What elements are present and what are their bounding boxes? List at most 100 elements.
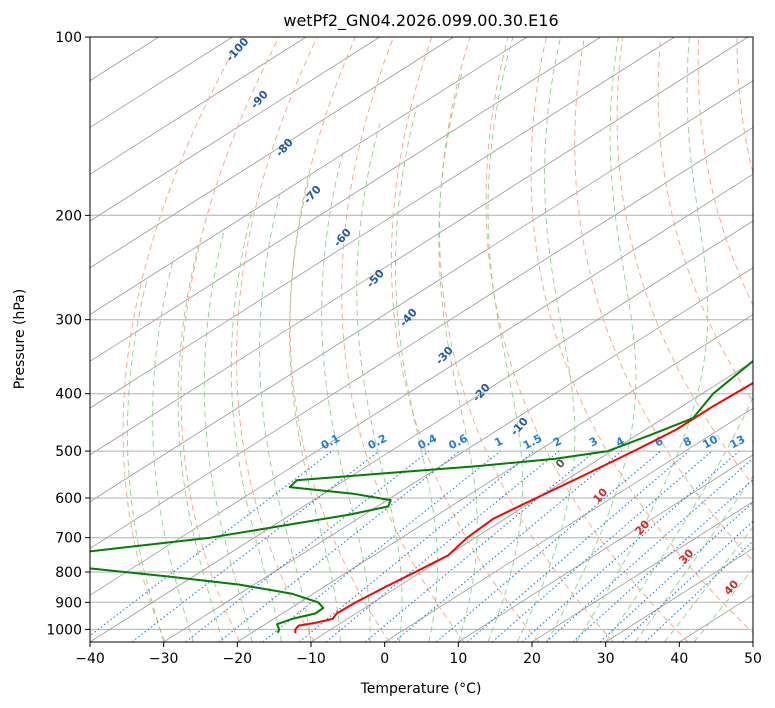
mixing-ratio-label: 2 — [551, 434, 564, 449]
moist-adiabat-label: 10 — [590, 485, 610, 505]
isotherm-line — [752, 641, 753, 642]
isotherm-line — [384, 407, 753, 642]
isotherm-line — [90, 220, 753, 642]
isotherm-line — [531, 501, 753, 642]
x-axis: −40 −30 −20 −10 0 10 20 30 40 50 — [75, 642, 762, 667]
dry-adiabat — [236, 37, 318, 642]
x-tick-label: −10 — [296, 651, 326, 667]
dry-adiabat-label: -70 — [301, 183, 324, 207]
y-tick-label: 700 — [55, 531, 82, 547]
dry-adiabat — [180, 37, 280, 642]
y-tick-label: 300 — [55, 313, 82, 329]
isotherm-line — [90, 126, 753, 549]
moist-adiabat — [289, 173, 341, 642]
x-tick-label: −30 — [149, 651, 179, 667]
dry-adiabat — [697, 37, 753, 307]
moist-adiabat — [546, 37, 637, 642]
mixing-ratio-line — [325, 450, 560, 642]
mixing-ratio-line — [545, 457, 753, 642]
y-tick-label: 900 — [55, 595, 82, 611]
isotherm-line — [458, 454, 753, 642]
moist-adiabat — [575, 37, 709, 642]
y-tick-label: 400 — [55, 387, 82, 403]
moist-adiabat — [634, 475, 753, 642]
y-tick-label: 500 — [55, 444, 82, 460]
mixing-ratio-line — [491, 450, 713, 642]
mixing-ratio-line — [218, 450, 461, 642]
moist-adiabat — [438, 72, 478, 642]
plot-area: 0.10.20.40.611.52346810131620253036-100-… — [90, 35, 770, 642]
x-tick-label: 50 — [744, 651, 762, 667]
moist-adiabat — [516, 37, 576, 642]
mixing-ratio-line — [393, 450, 623, 642]
dry-adiabat-label: -60 — [331, 226, 354, 250]
y-axis-title: Pressure (hPa) — [12, 289, 28, 389]
mixing-ratio-label: 1 — [492, 434, 505, 449]
dry-adiabat — [657, 37, 753, 403]
y-tick-label: 1000 — [46, 622, 82, 638]
moist-adiabat-label: 30 — [676, 546, 696, 566]
isotherm-line — [90, 173, 753, 596]
isotherm-line — [237, 314, 753, 642]
moist-adiabat-label: 40 — [721, 577, 741, 597]
dry-adiabat — [530, 37, 753, 634]
dry-adiabat-label: -40 — [397, 306, 420, 330]
isotherm-line — [90, 37, 675, 409]
mixing-ratio-label: 0.2 — [366, 432, 389, 453]
x-axis-title: Temperature (°C) — [360, 681, 482, 697]
x-tick-label: 20 — [523, 651, 541, 667]
moist-adiabat — [605, 396, 753, 642]
mixing-ratio-line — [298, 450, 535, 642]
x-tick-label: 10 — [449, 651, 467, 667]
isotherm-line — [90, 37, 749, 456]
dry-adiabat-label: -20 — [470, 381, 493, 405]
background-lines — [90, 37, 753, 642]
moist-adiabat — [203, 227, 253, 642]
y-tick-label: 600 — [55, 491, 82, 507]
isotherm-line — [310, 360, 753, 642]
dry-adiabat — [391, 37, 540, 642]
dry-adiabat — [574, 37, 753, 562]
isotherm-line — [163, 267, 753, 642]
dry-adiabat — [122, 37, 242, 642]
mixing-ratio-label: 10 — [700, 433, 720, 452]
isotherm-line — [90, 37, 454, 269]
mixing-ratio-line — [521, 450, 740, 642]
moist-adiabat — [321, 149, 371, 642]
isotherm-line — [90, 37, 601, 362]
mixing-ratio-label: 0.4 — [416, 432, 440, 453]
y-tick-label: 200 — [55, 208, 82, 224]
x-tick-label: 30 — [597, 651, 615, 667]
isotherm-line — [90, 80, 753, 503]
mixing-ratio-line — [572, 479, 753, 642]
mixing-ratio-line — [436, 450, 661, 642]
moist-adiabat — [356, 123, 403, 642]
moist-adiabat — [395, 104, 438, 642]
x-tick-label: 0 — [380, 651, 389, 667]
mixing-ratio-label: 16 — [750, 433, 770, 452]
moist-adiabat — [664, 526, 753, 642]
dry-adiabat — [289, 37, 390, 642]
isotherm-line — [90, 37, 307, 175]
moist-adiabat — [259, 188, 312, 642]
dry-adiabat — [439, 37, 614, 642]
moist-adiabat — [177, 245, 224, 642]
moist-adiabat — [152, 256, 194, 642]
chart-title: wetPf2_GN04.2026.099.00.30.E16 — [283, 11, 558, 31]
plot-frame — [89, 36, 754, 643]
mixing-ratio-line — [90, 450, 333, 637]
dry-adiabat-label: -10 — [508, 415, 531, 439]
dry-adiabat-label: -100 — [223, 35, 251, 64]
dry-adiabat — [485, 37, 689, 642]
mixing-ratio-line — [131, 450, 380, 642]
moist-adiabat — [230, 208, 282, 642]
dry-adiabat — [341, 37, 465, 642]
mixing-ratio-label: 3 — [587, 434, 600, 449]
y-tick-label: 800 — [55, 565, 82, 581]
x-tick-label: 40 — [670, 651, 688, 667]
y-axis: 1000 900 800 700 600 500 400 300 200 100 — [46, 30, 90, 638]
mixing-ratio-label: 13 — [728, 433, 748, 452]
x-tick-label: −20 — [223, 651, 253, 667]
moist-adiabat — [126, 277, 165, 642]
